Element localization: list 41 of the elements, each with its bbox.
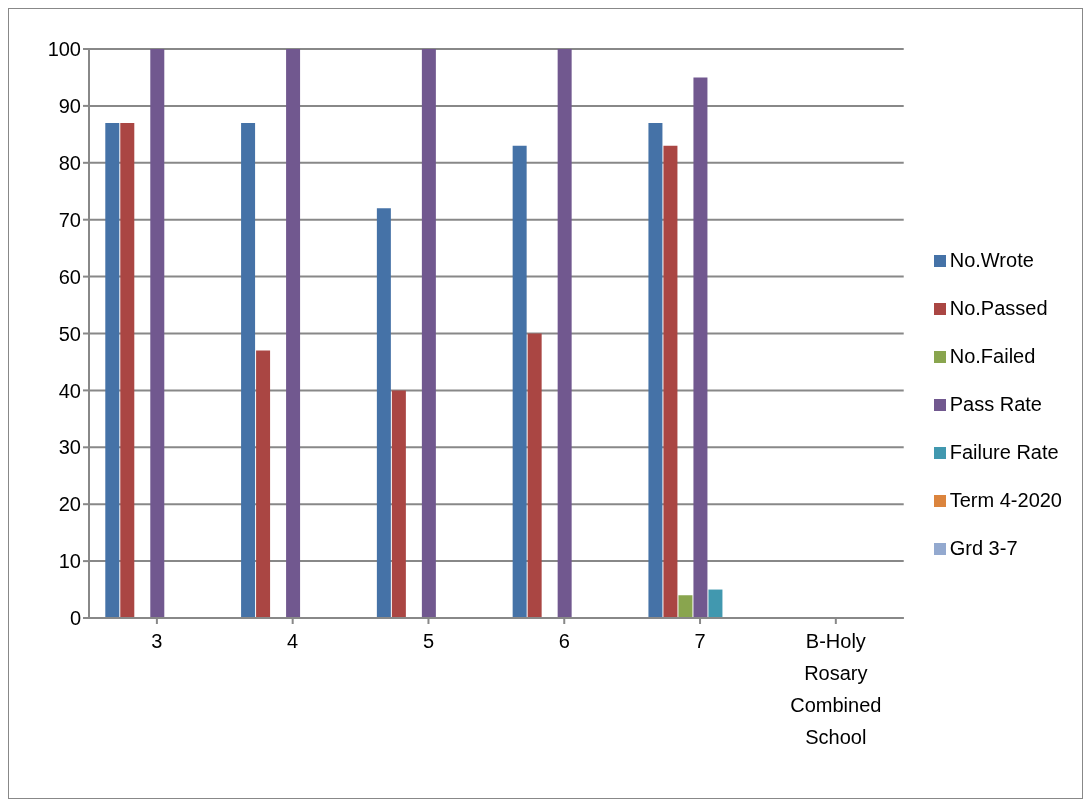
bar	[105, 122, 120, 618]
bar	[256, 350, 271, 618]
x-tick-label: 3	[151, 630, 163, 653]
x-tick-label: 5	[422, 630, 435, 653]
legend-label: No.Failed	[949, 344, 1036, 367]
y-tick-label: 0	[69, 607, 81, 630]
y-tick-label: 80	[58, 151, 81, 174]
y-tick-label: 90	[58, 95, 81, 117]
legend-label: Term 4-2020	[949, 488, 1062, 511]
legend-label: Grd 3-7	[949, 536, 1018, 559]
x-tick-label: B-Holy Rosary Combined School	[790, 630, 882, 749]
y-tick-label: 10	[58, 550, 81, 573]
bar	[512, 145, 527, 618]
bar	[150, 49, 165, 618]
legend-label: Pass Rate	[949, 392, 1042, 415]
y-tick-label: 60	[58, 265, 81, 288]
bar	[120, 122, 135, 618]
bar	[708, 589, 723, 618]
y-tick-label: 50	[58, 322, 81, 345]
y-tick-label: 70	[58, 208, 81, 231]
y-tick-label: 20	[58, 493, 81, 516]
bar	[241, 122, 256, 618]
bar	[663, 145, 678, 618]
x-tick-label: 4	[287, 630, 299, 653]
legend-label: No.Passed	[949, 296, 1048, 319]
x-tick-label: 6	[558, 630, 570, 653]
bar	[648, 122, 663, 618]
bar	[286, 49, 301, 618]
bar	[678, 595, 693, 618]
bar	[376, 208, 391, 618]
legend-label: Failure Rate	[949, 440, 1059, 463]
x-tick-label: 7	[694, 630, 706, 653]
bar	[527, 333, 542, 618]
y-tick-label: 100	[47, 38, 81, 61]
y-tick-label: 30	[58, 436, 81, 459]
bar	[693, 77, 708, 618]
bar	[391, 390, 406, 618]
bar	[421, 49, 436, 618]
y-tick-label: 40	[58, 379, 81, 402]
bar	[557, 49, 572, 618]
legend-label: No.Wrote	[949, 248, 1034, 271]
